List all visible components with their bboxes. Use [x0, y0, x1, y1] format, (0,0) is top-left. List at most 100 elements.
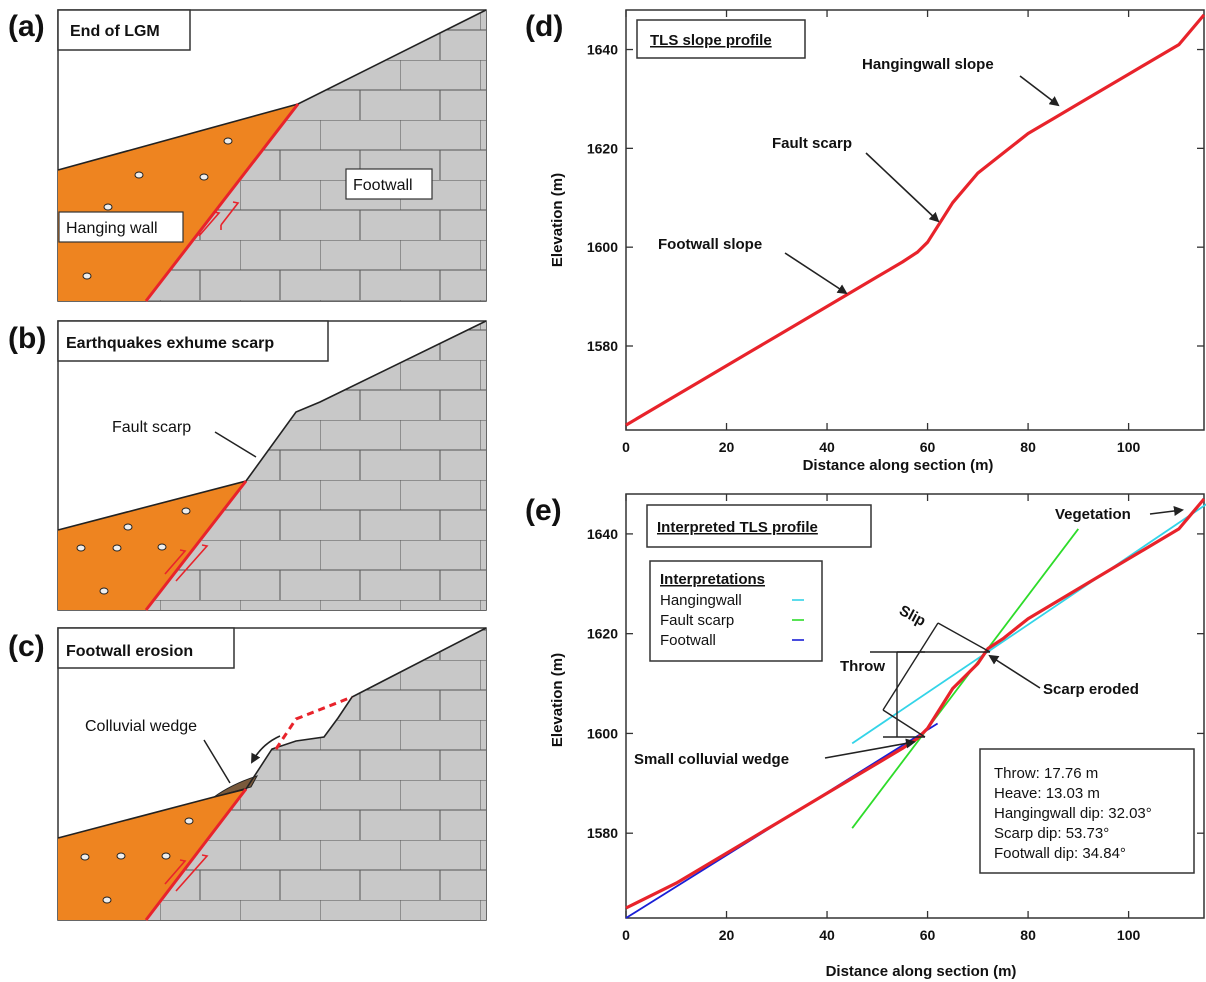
vegetation-label: Vegetation	[1055, 506, 1131, 523]
clasts	[80, 817, 194, 904]
stat-hangingwall-dip: Hangingwall dip: 32.03°	[994, 805, 1152, 822]
slip-tick-bottom	[882, 709, 926, 738]
colluvial-wedge	[213, 775, 259, 798]
x-tick-label: 20	[719, 927, 735, 943]
fault-line	[144, 480, 248, 611]
panel-d-profile	[625, 13, 1206, 427]
panel-e-ticks: 0 20 40 60 80 100 1580 1600 1620 1640	[587, 494, 1204, 943]
legend-item-fault-scarp: Fault scarp	[660, 612, 734, 629]
stat-scarp-dip: Scarp dip: 53.73°	[994, 825, 1109, 842]
small-colluvial-wedge-label: Small colluvial wedge	[634, 751, 789, 768]
panel-d-xlabel: Distance along section (m)	[803, 457, 994, 474]
footwall-label: Footwall	[353, 177, 413, 194]
fault-line	[144, 788, 248, 921]
ground-surface	[57, 627, 487, 839]
hanging-wall-block	[58, 104, 298, 301]
throw-label: Throw	[840, 658, 885, 675]
hanging-wall-block	[58, 481, 246, 610]
fault-scarp-arrow-d	[865, 152, 940, 223]
x-tick-label: 80	[1020, 927, 1036, 943]
panel-c-title-box	[57, 627, 235, 669]
panel-d-title: TLS slope profile	[650, 32, 772, 49]
fault-scarp-label: Fault scarp	[112, 419, 191, 436]
stats-box: Throw: 17.76 m Heave: 13.03 m Hangingwal…	[979, 748, 1195, 874]
panel-c-letter: (c)	[8, 630, 45, 663]
panel-e-title: Interpreted TLS profile	[657, 519, 818, 536]
y-tick-label: 1620	[587, 140, 618, 156]
tls-profile-line	[625, 13, 1206, 427]
panel-d-letter: (d)	[525, 10, 563, 43]
fault-scarp-leader	[214, 431, 257, 458]
panel-d-ticks: 0 20 40 60 80 100 1580 1600 1620 1640	[587, 10, 1204, 455]
legend-box	[649, 560, 823, 662]
stats-frame	[979, 748, 1195, 874]
x-tick-label: 60	[920, 439, 936, 455]
hangingwall-slope-label: Hangingwall slope	[862, 56, 994, 73]
fault-line	[144, 103, 300, 302]
panel-e-title-box	[646, 504, 872, 548]
vegetation-arrow	[1149, 506, 1184, 516]
x-tick-label: 0	[622, 439, 630, 455]
panel-d-ylabel: Elevation (m)	[549, 173, 566, 267]
erosion-arrow	[251, 735, 281, 764]
panel-b: (b) Fault scarp Earthquakes exhume scarp	[8, 320, 487, 611]
panel-d-plot-frame	[625, 9, 1205, 431]
x-tick-label: 40	[819, 439, 835, 455]
fit-line-fault-scarp	[851, 528, 1080, 829]
clasts	[76, 507, 191, 595]
hangingwall-slope-arrow	[1019, 75, 1060, 107]
slip-arrows	[198, 201, 240, 237]
panel-a-title-box	[57, 9, 191, 51]
clasts	[82, 137, 233, 280]
footwall-block	[146, 321, 486, 610]
hanging-wall-label-box	[58, 211, 184, 243]
panel-d: (d) 0 20 40 60 80 100 1580 1600 1620 1640 TLS slo…	[525, 9, 1206, 474]
x-tick-label: 60	[920, 927, 936, 943]
x-tick-label: 100	[1117, 439, 1141, 455]
stat-throw: Throw: 17.76 m	[994, 765, 1098, 782]
slip-arrows	[164, 854, 209, 892]
legend-item-hangingwall: Hangingwall	[660, 592, 742, 609]
y-tick-label: 1600	[587, 725, 618, 741]
ground-surface	[57, 320, 487, 531]
x-tick-label: 0	[622, 927, 630, 943]
slip-arrows	[164, 544, 209, 582]
colluvial-wedge-label: Colluvial wedge	[85, 718, 197, 735]
panel-e-letter: (e)	[525, 494, 562, 527]
panel-b-letter: (b)	[8, 322, 46, 355]
original-scarp-dashed	[274, 695, 353, 750]
panel-a: (a) End of LGM Hanging wall Footwall	[8, 9, 487, 302]
slip-tick-top	[937, 622, 991, 653]
slip-throw-construction	[870, 622, 991, 738]
footwall-slope-label: Footwall slope	[658, 236, 762, 253]
slip-line	[882, 622, 939, 711]
y-tick-label: 1580	[587, 338, 618, 354]
panel-a-title: End of LGM	[70, 23, 160, 40]
scarp-eroded-label: Scarp eroded	[1043, 681, 1139, 698]
footwall-block	[146, 10, 486, 301]
legend: Interpretations Hangingwall Fault scarp …	[649, 560, 823, 662]
colluvial-wedge-leader	[203, 739, 231, 784]
y-tick-label: 1600	[587, 239, 618, 255]
y-tick-label: 1580	[587, 825, 618, 841]
scarp-eroded-arrow	[988, 654, 1041, 689]
panel-e-profile	[625, 497, 1206, 910]
panel-d-title-box	[636, 19, 806, 59]
panel-c: (c) Colluvial wedge Footwall erosion	[8, 627, 487, 921]
panel-c-title: Footwall erosion	[66, 643, 193, 660]
panel-b-title: Earthquakes exhume scarp	[66, 335, 274, 352]
fit-line-hangingwall	[851, 503, 1206, 745]
x-tick-label: 40	[819, 927, 835, 943]
panel-b-title-box	[57, 320, 329, 362]
legend-title: Interpretations	[660, 571, 765, 588]
footwall-block	[146, 628, 486, 920]
y-tick-label: 1640	[587, 526, 618, 542]
y-tick-label: 1620	[587, 626, 618, 642]
hanging-wall-label: Hanging wall	[66, 220, 158, 237]
footwall-slope-arrow	[784, 252, 848, 295]
fault-scarp-label-d: Fault scarp	[772, 135, 852, 152]
legend-item-footwall: Footwall	[660, 632, 716, 649]
stat-heave: Heave: 13.03 m	[994, 785, 1100, 802]
